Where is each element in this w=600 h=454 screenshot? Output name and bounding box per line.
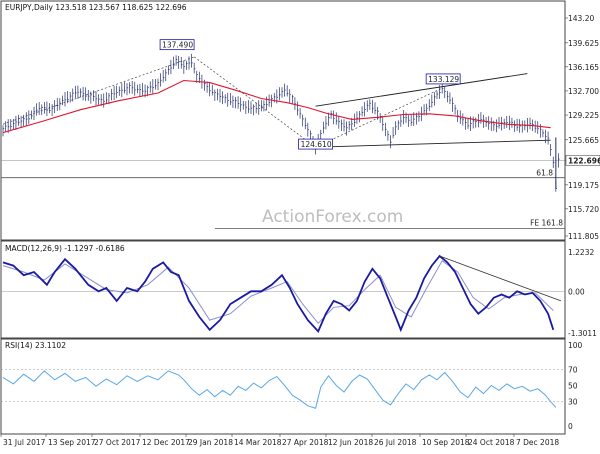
uptrend-dashed-line [2, 56, 195, 125]
price-tick-label: 129.225 [568, 111, 599, 120]
macd-tick-label: 0.00 [568, 287, 585, 296]
x-tick-label: 31 Jul 2017 [3, 438, 46, 447]
rsi-panel-frame [0, 338, 566, 435]
macd-header: MACD(12,26,9) -1.1297 -0.6186 [5, 244, 125, 253]
rsi-tick-label: 70 [568, 365, 578, 374]
price-layer: 61.8 FE 161.8 137.490 133.129 124.610 [1, 39, 565, 229]
price-tick-label: 119.175 [568, 181, 599, 190]
rsi-layer [1, 369, 565, 409]
x-tick-label: 24 Oct 2018 [468, 438, 515, 447]
x-tick-label: 7 Dec 2018 [516, 438, 559, 447]
x-tick-label: 13 Sep 2017 [48, 438, 96, 447]
high-133129-label: 133.129 [428, 75, 459, 84]
current-price-label: 122.696 [568, 156, 600, 165]
price-tick-label: 125.665 [568, 136, 599, 145]
price-tick-label: 136.165 [568, 63, 599, 72]
price-tick-label: 143.20 [568, 14, 594, 23]
rsi-axis: 100 70 50 30 0 [568, 341, 583, 431]
rsi-tick-label: 0 [568, 422, 573, 431]
current-price-box [565, 155, 600, 166]
macd-line [2, 254, 555, 334]
x-tick-label: 12 Jun 2018 [328, 438, 373, 447]
down-dashed-line [193, 56, 316, 148]
macd-axis: 1.2232 0.00 -1.3011 [568, 248, 597, 338]
x-tick-label: 10 Sep 2018 [422, 438, 470, 447]
price-tick-label: 111.805 [568, 232, 599, 241]
channel-bottom-line [315, 139, 551, 148]
x-tick-label: 27 Oct 2017 [94, 438, 141, 447]
rsi-line [2, 370, 557, 409]
price-axis: 143.20 139.625 136.165 132.700 129.225 125.66… [565, 14, 600, 241]
price-panel-frame [0, 0, 566, 241]
high-133129-label-box [425, 73, 461, 85]
price-tick-label: 139.625 [568, 39, 599, 48]
high-137490-label: 137.490 [162, 41, 193, 50]
price-tick-label: 132.700 [568, 87, 599, 96]
x-tick-label: 29 Jan 2018 [188, 438, 233, 447]
rsi-header: RSI(14) 23.1102 [5, 341, 66, 350]
rsi-tick-label: 30 [568, 398, 578, 407]
price-tick-label: 115.720 [568, 205, 599, 214]
x-tick-label: 14 Mar 2018 [234, 438, 282, 447]
x-tick-label: 27 Apr 2018 [282, 438, 329, 447]
macd-layer [1, 254, 565, 334]
moving-average-line [2, 79, 551, 134]
price-header: EURJPY,Daily 123.518 123.567 118.625 122… [5, 3, 187, 12]
macd-tick-label: 1.2232 [568, 248, 594, 257]
watermark: ActionForex.com [262, 207, 403, 227]
fib-61-label: 61.8 [536, 169, 553, 178]
rsi-tick-label: 100 [568, 341, 583, 350]
low-124610-label: 124.610 [301, 140, 332, 149]
fib-161-label: FE 161.8 [530, 218, 563, 227]
rsi-tick-label: 50 [568, 382, 578, 391]
macd-tick-label: -1.3011 [568, 329, 597, 338]
low-124610-label-box [298, 138, 333, 150]
macd-signal-line [2, 260, 554, 325]
x-tick-label: 26 Jul 2018 [374, 438, 417, 447]
high-137490-label-box [159, 39, 195, 51]
channel-top-line [315, 73, 528, 107]
macd-panel-frame [0, 240, 566, 339]
x-tick-label: 12 Dec 2017 [142, 438, 190, 447]
macd-trendline [439, 255, 562, 302]
